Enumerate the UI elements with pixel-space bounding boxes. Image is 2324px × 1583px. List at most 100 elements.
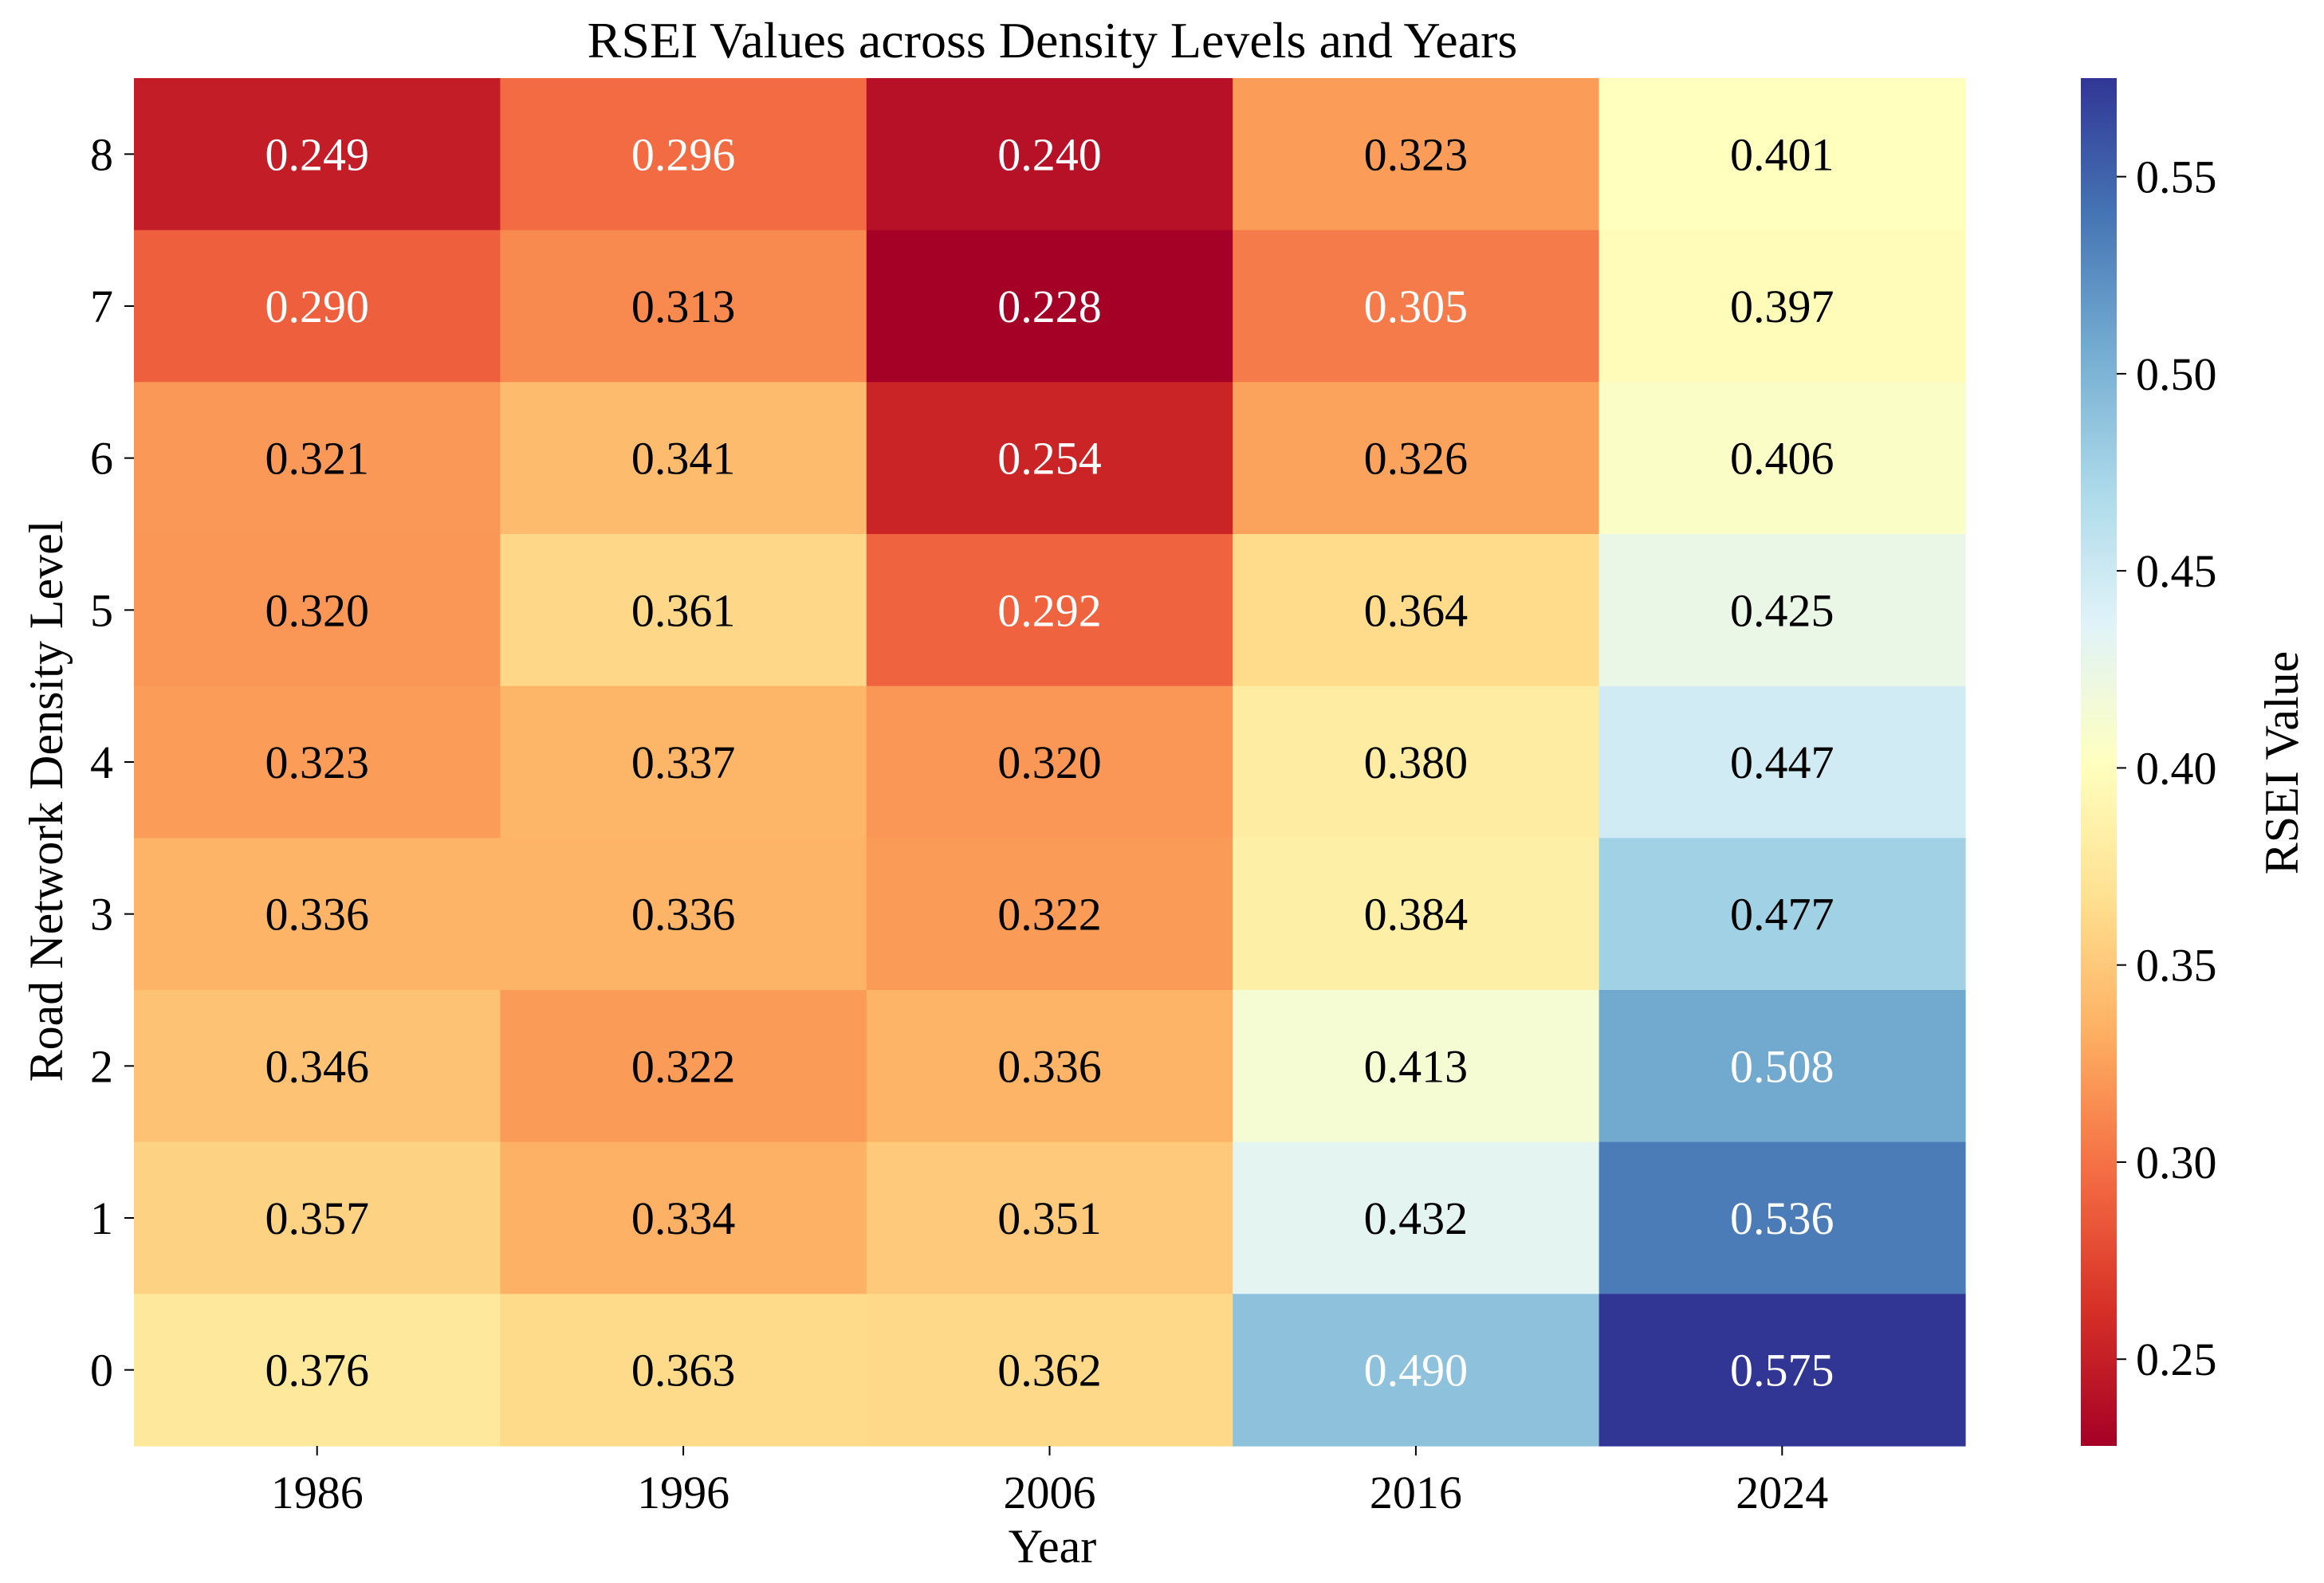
heatmap-cell (500, 838, 867, 991)
cell-value-label: 0.341 (631, 433, 736, 485)
heatmap-cell (500, 685, 867, 839)
heatmap-cell (500, 990, 867, 1143)
heatmap-cell (500, 78, 867, 231)
y-axis-title: Road Network Density Level (20, 520, 73, 1082)
cell-value-label: 0.240 (997, 128, 1102, 180)
heatmap-cell (1233, 838, 1600, 991)
colorbar-title: RSEI Value (2255, 651, 2308, 875)
cell-value-label: 0.322 (631, 1040, 736, 1092)
cell-value-label: 0.384 (1364, 889, 1469, 941)
cell-value-label: 0.425 (1730, 584, 1834, 636)
cell-value-label: 0.321 (265, 433, 369, 485)
cell-value-label: 0.380 (1364, 737, 1469, 788)
cell-value-label: 0.228 (997, 281, 1102, 332)
heatmap-cell (134, 1294, 501, 1447)
colorbar-tick-label: 0.45 (2136, 545, 2217, 597)
cell-value-label: 0.536 (1730, 1192, 1834, 1244)
y-tick-label: 3 (90, 889, 113, 941)
colorbar-tick-label: 0.30 (2136, 1137, 2217, 1188)
cell-value-label: 0.490 (1364, 1345, 1469, 1396)
heatmap-cell (1598, 534, 1966, 687)
heatmap-cells (134, 78, 1966, 1447)
heatmap-cell (866, 534, 1233, 687)
chart-title: RSEI Values across Density Levels and Ye… (588, 12, 1518, 69)
cell-value-label: 0.508 (1730, 1040, 1834, 1092)
heatmap-cell (134, 838, 501, 991)
heatmap-cell (866, 1141, 1233, 1294)
cell-value-label: 0.323 (1364, 128, 1469, 180)
cell-value-label: 0.397 (1730, 281, 1834, 332)
colorbar-tick-label: 0.55 (2136, 151, 2217, 203)
cell-value-label: 0.361 (631, 584, 736, 636)
heatmap-cell (134, 1141, 501, 1294)
cell-value-label: 0.336 (997, 1040, 1102, 1092)
heatmap-cell (500, 1141, 867, 1294)
cell-value-label: 0.362 (997, 1345, 1102, 1396)
y-tick-label: 5 (90, 584, 113, 636)
heatmap-cell-labels: 0.249 0.296 0.240 0.323 0.401 0.290 0.313 0.228… (265, 128, 1834, 1396)
cell-value-label: 0.336 (631, 889, 736, 941)
cell-value-label: 0.376 (265, 1345, 369, 1396)
y-tick-label: 4 (90, 737, 113, 788)
heatmap-cell (500, 534, 867, 687)
heatmap-cell (866, 78, 1233, 231)
cell-value-label: 0.357 (265, 1192, 369, 1244)
heatmap-cell (1598, 1141, 1966, 1294)
y-tick-label: 2 (90, 1040, 113, 1092)
heatmap-cell (134, 685, 501, 839)
x-tick-label: 2016 (1370, 1467, 1462, 1518)
cell-value-label: 0.305 (1364, 281, 1469, 332)
cell-value-label: 0.363 (631, 1345, 736, 1396)
cell-value-label: 0.296 (631, 128, 736, 180)
cell-value-label: 0.406 (1730, 433, 1834, 485)
heatmap-cell (1233, 1141, 1600, 1294)
heatmap-cell (866, 230, 1233, 383)
colorbar-tick-label: 0.40 (2136, 742, 2217, 794)
heatmap-cell (500, 1294, 867, 1447)
x-tick-label: 2006 (1004, 1467, 1096, 1518)
cell-value-label: 0.351 (997, 1192, 1102, 1244)
heatmap-cell (500, 230, 867, 383)
y-tick-label: 7 (90, 281, 113, 332)
y-tick-label: 6 (90, 433, 113, 485)
cell-value-label: 0.254 (997, 433, 1102, 485)
heatmap-cell (1233, 230, 1600, 383)
heatmap-cell (134, 78, 501, 231)
cell-value-label: 0.290 (265, 281, 369, 332)
colorbar-tick-label: 0.25 (2136, 1334, 2217, 1385)
cell-value-label: 0.320 (265, 584, 369, 636)
cell-value-label: 0.334 (631, 1192, 736, 1244)
cell-value-label: 0.346 (265, 1040, 369, 1092)
heatmap-cell (134, 230, 501, 383)
cell-value-label: 0.401 (1730, 128, 1834, 180)
heatmap-cell (1233, 990, 1600, 1143)
heatmap-cell (866, 838, 1233, 991)
heatmap-cell (866, 990, 1233, 1143)
cell-value-label: 0.323 (265, 737, 369, 788)
heatmap-cell (866, 1294, 1233, 1447)
colorbar-tick-label: 0.35 (2136, 940, 2217, 992)
heatmap-cell (1233, 78, 1600, 231)
cell-value-label: 0.477 (1730, 889, 1834, 941)
x-tick-label: 1996 (637, 1467, 729, 1518)
x-tick-label: 1986 (271, 1467, 364, 1518)
cell-value-label: 0.249 (265, 128, 369, 180)
x-tick-label: 2024 (1736, 1467, 1828, 1518)
heatmap-cell (866, 685, 1233, 839)
cell-value-label: 0.364 (1364, 584, 1469, 636)
heatmap-cell (1598, 382, 1966, 535)
colorbar: 0.25 0.30 0.35 0.40 0.45 0.50 0.55 (2081, 78, 2217, 1446)
heatmap-cell (1233, 534, 1600, 687)
x-axis-title: Year (1009, 1520, 1097, 1573)
heatmap-cell (1598, 838, 1966, 991)
cell-value-label: 0.337 (631, 737, 736, 788)
heatmap-cell (1598, 230, 1966, 383)
y-axis-ticks: 8 7 6 5 4 3 2 1 0 (90, 128, 134, 1396)
cell-value-label: 0.326 (1364, 433, 1469, 485)
heatmap-cell (1233, 685, 1600, 839)
cell-value-label: 0.432 (1364, 1192, 1469, 1244)
cell-value-label: 0.322 (997, 889, 1102, 941)
y-tick-label: 8 (90, 128, 113, 180)
x-axis-ticks: 1986 1996 2006 2016 2024 (271, 1446, 1828, 1518)
